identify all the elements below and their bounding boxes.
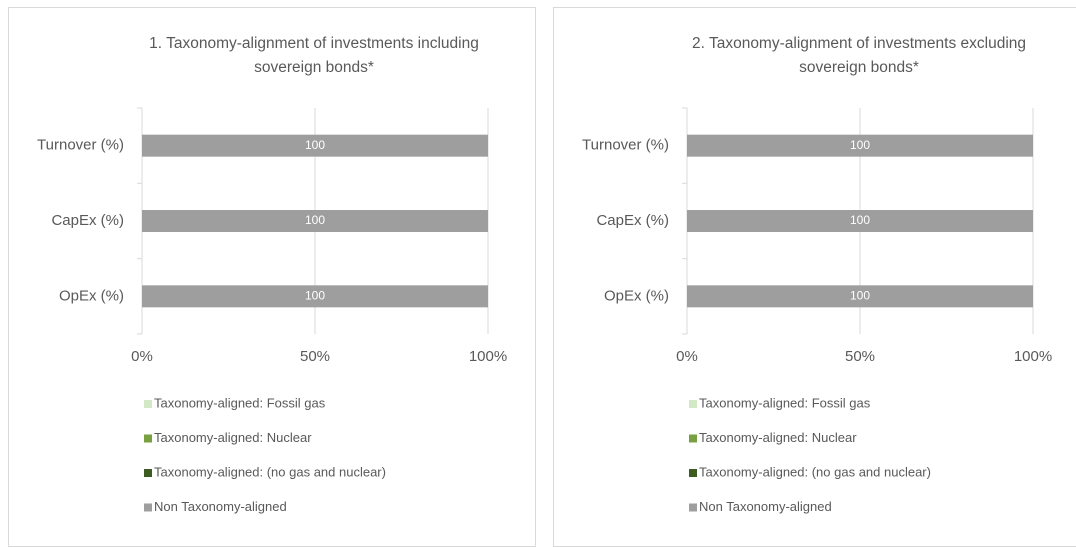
chart-title: 1. Taxonomy-alignment of investments inc…	[149, 35, 479, 76]
y-tick-label: CapEx (%)	[596, 212, 669, 229]
y-tick-label: OpEx (%)	[604, 287, 669, 304]
y-tick-label: CapEx (%)	[51, 212, 124, 229]
bar-segment	[142, 210, 488, 232]
data-label: 100	[850, 289, 870, 303]
x-tick-label: 0%	[131, 348, 153, 365]
bar-segment	[687, 285, 1033, 308]
legend-label: Taxonomy-aligned: (no gas and nuclear)	[699, 464, 931, 479]
chart-panel: 2. Taxonomy-alignment of investments exc…	[553, 7, 1076, 547]
legend-swatch	[689, 400, 697, 408]
x-tick-label: 100%	[1014, 348, 1052, 365]
bar-segment	[142, 134, 488, 157]
legend-label: Non Taxonomy-aligned	[154, 499, 287, 514]
legend-swatch	[144, 400, 152, 408]
legend-swatch	[689, 434, 697, 443]
y-tick-label: Turnover (%)	[37, 137, 124, 154]
x-tick-label: 0%	[676, 348, 698, 365]
legend-label: Taxonomy-aligned: Nuclear	[699, 430, 857, 445]
legend-swatch	[144, 469, 152, 477]
legend-swatch	[144, 503, 152, 512]
data-label: 100	[305, 289, 325, 303]
y-tick-label: OpEx (%)	[59, 287, 124, 304]
chart: 0% 50% 100% Turnover (%) 100 CapEx (%) 100 OpEx…	[37, 107, 507, 514]
bar-segment	[687, 210, 1033, 232]
bar-segment	[142, 285, 488, 308]
chart-panel: 1. Taxonomy-alignment of investments inc…	[8, 7, 536, 547]
chart: 0% 50% 100% Turnover (%) 100 CapEx (%) 100 OpEx…	[582, 107, 1052, 514]
x-tick-label: 100%	[469, 348, 507, 365]
legend-label: Taxonomy-aligned: Nuclear	[154, 430, 312, 445]
legend-swatch	[144, 434, 152, 443]
data-label: 100	[305, 213, 325, 227]
page: 1. Taxonomy-alignment of investments inc…	[8, 7, 1076, 547]
legend-swatch	[689, 503, 697, 512]
data-label: 100	[305, 138, 325, 152]
legend-label: Taxonomy-aligned: Fossil gas	[699, 395, 871, 410]
bar-segment	[687, 134, 1033, 157]
legend-label: Non Taxonomy-aligned	[699, 499, 832, 514]
chart-title: 2. Taxonomy-alignment of investments exc…	[692, 35, 1026, 76]
legend-swatch	[689, 469, 697, 477]
x-tick-label: 50%	[300, 348, 330, 365]
y-tick-label: Turnover (%)	[582, 137, 669, 154]
legend-label: Taxonomy-aligned: Fossil gas	[154, 395, 326, 410]
data-label: 100	[850, 138, 870, 152]
x-tick-label: 50%	[845, 348, 875, 365]
data-label: 100	[850, 213, 870, 227]
legend-label: Taxonomy-aligned: (no gas and nuclear)	[154, 464, 386, 479]
